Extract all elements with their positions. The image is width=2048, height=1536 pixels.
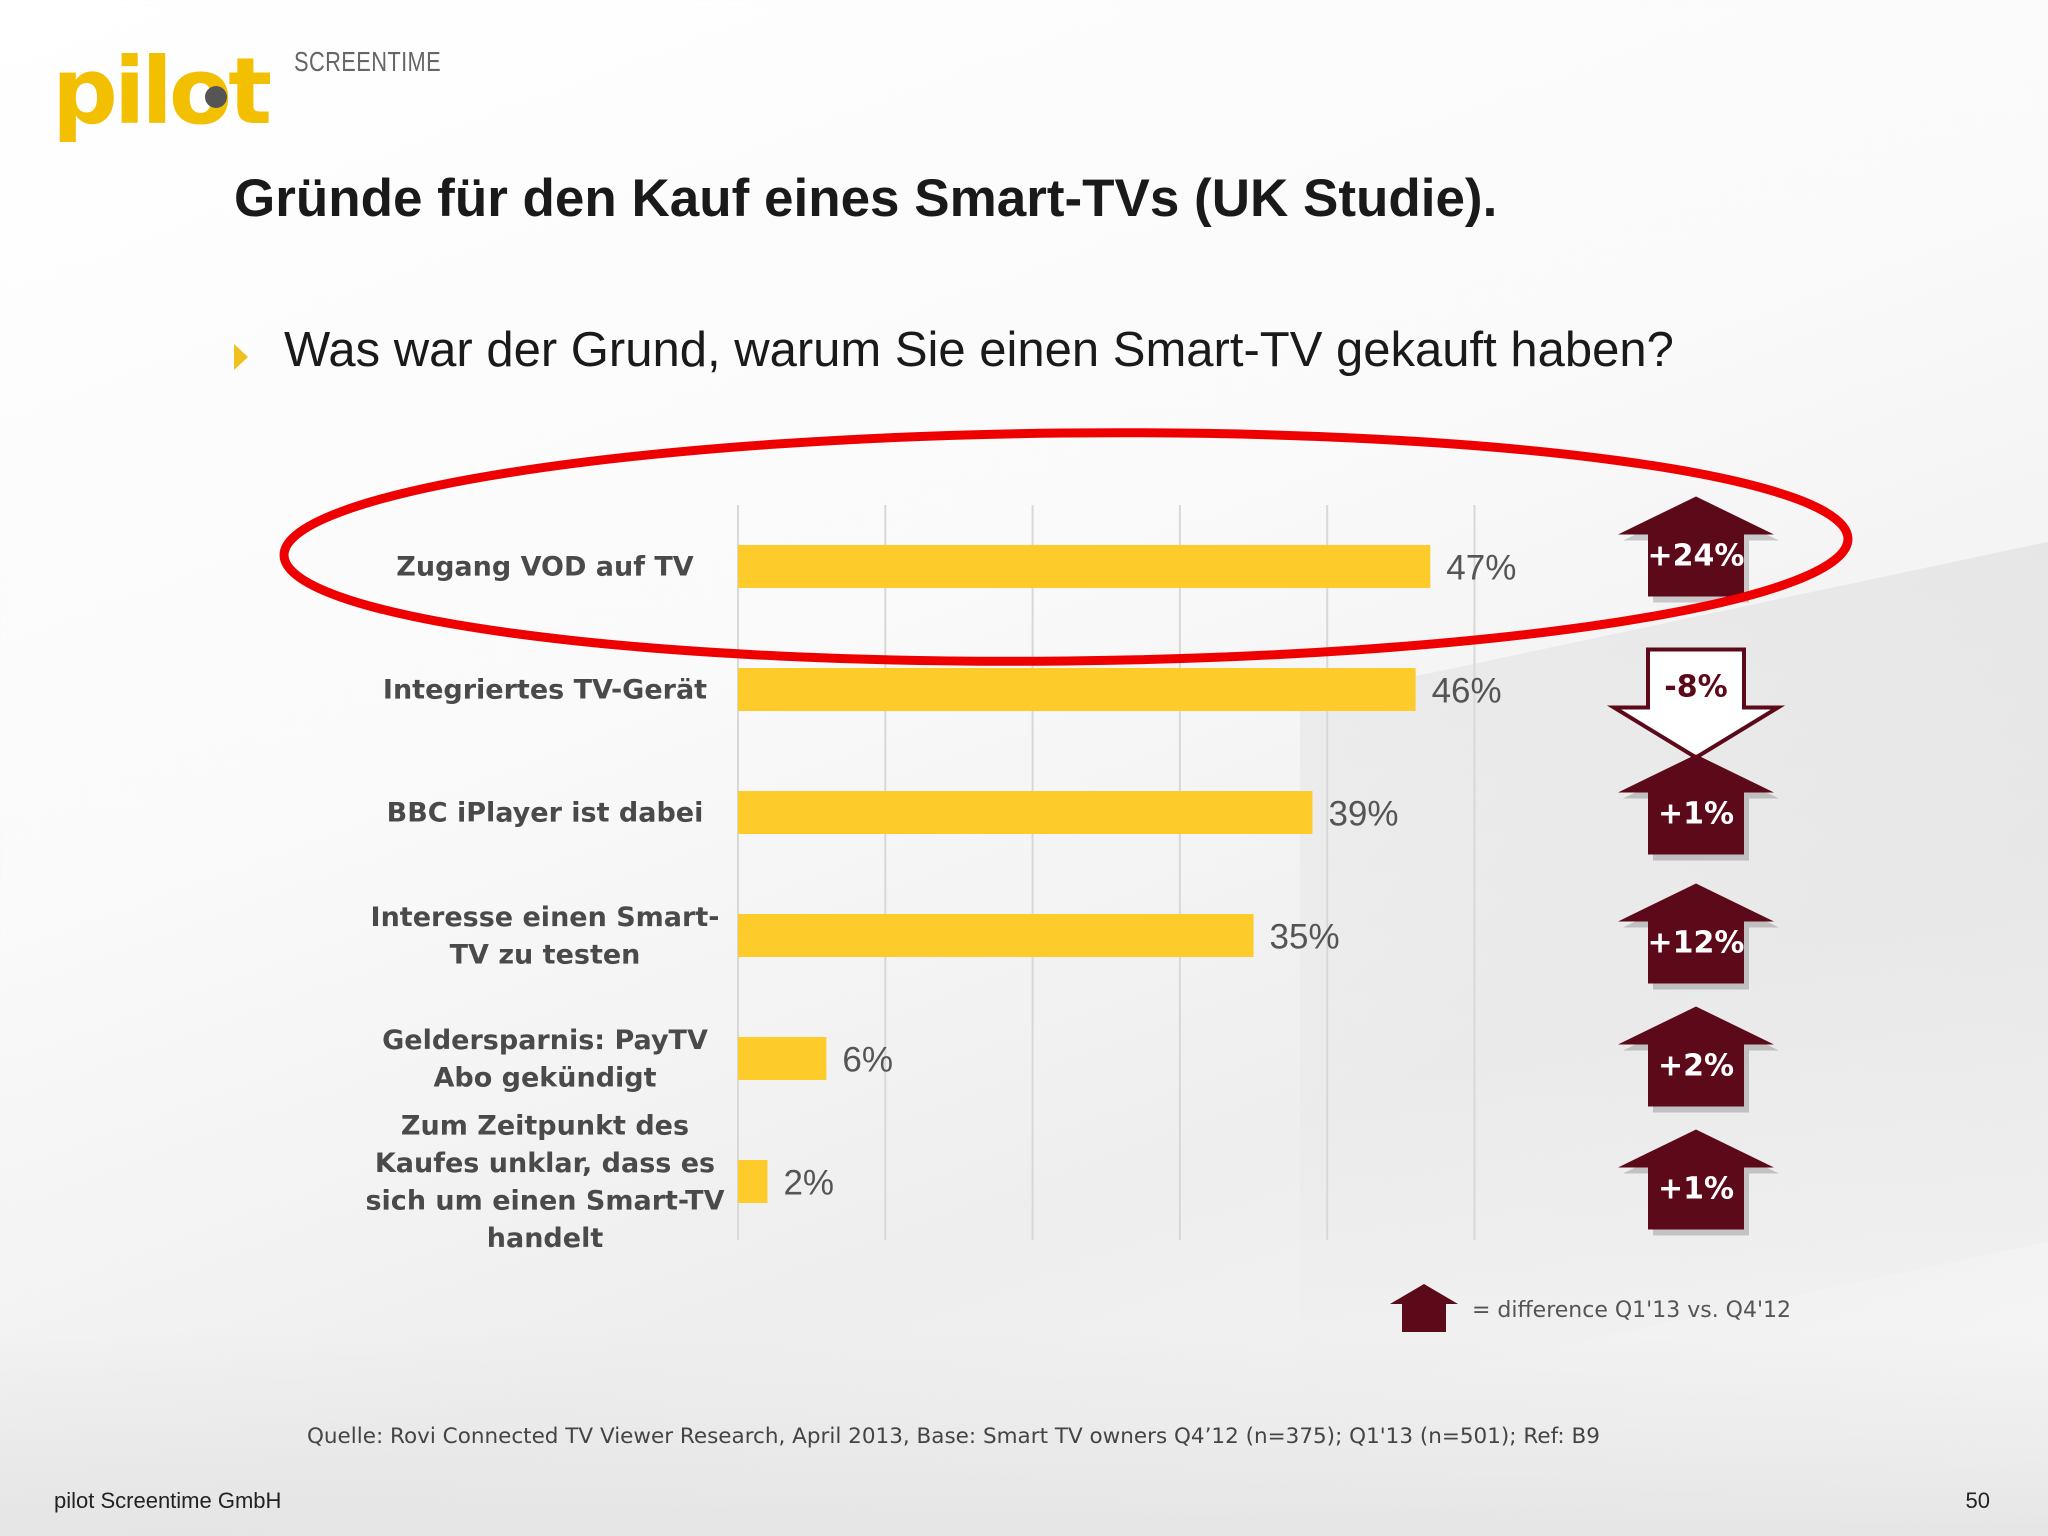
slide-title: Gründe für den Kauf eines Smart-TVs (UK … bbox=[234, 169, 1498, 228]
category-label: Zugang VOD auf TV bbox=[396, 552, 693, 583]
value-label: 39% bbox=[1328, 795, 1398, 834]
pilot-screentime-logo: pilot SCREENTIME bbox=[52, 38, 441, 145]
source-note: Quelle: Rovi Connected TV Viewer Researc… bbox=[307, 1424, 1600, 1449]
logo-subtitle: SCREENTIME bbox=[294, 46, 442, 77]
difference-label: +24% bbox=[1648, 539, 1745, 574]
logo-word: pilot bbox=[52, 38, 272, 145]
category-label: Kaufes unklar, dass es bbox=[375, 1148, 715, 1179]
footer-company: pilot Screentime GmbH bbox=[54, 1488, 282, 1513]
up-arrow-icon bbox=[1618, 754, 1774, 855]
category-label: Geldersparnis: PayTV bbox=[382, 1025, 708, 1056]
value-label: 35% bbox=[1270, 918, 1340, 957]
category-label: handelt bbox=[487, 1223, 604, 1254]
bar bbox=[738, 914, 1254, 957]
up-arrow-icon bbox=[1618, 1006, 1774, 1107]
difference-label: +1% bbox=[1658, 797, 1734, 832]
value-label: 6% bbox=[842, 1041, 893, 1080]
bar bbox=[738, 1160, 768, 1203]
up-arrow-icon bbox=[1618, 496, 1774, 597]
legend-text: = difference Q1'13 vs. Q4'12 bbox=[1472, 1298, 1792, 1323]
difference-label: +1% bbox=[1658, 1172, 1734, 1207]
category-label: Abo gekündigt bbox=[433, 1062, 656, 1093]
category-label: BBC iPlayer ist dabei bbox=[387, 798, 704, 829]
value-label: 2% bbox=[783, 1164, 834, 1203]
category-label: Interesse einen Smart- bbox=[371, 902, 720, 933]
up-arrow-icon bbox=[1618, 1129, 1774, 1230]
value-label: 47% bbox=[1446, 549, 1516, 588]
bar bbox=[738, 1037, 827, 1080]
bar bbox=[738, 668, 1416, 711]
category-label: Integriertes TV-Gerät bbox=[383, 675, 707, 706]
bar bbox=[738, 791, 1313, 834]
category-label: Zum Zeitpunkt des bbox=[401, 1110, 689, 1141]
category-label: TV zu testen bbox=[450, 939, 641, 970]
down-arrow-icon bbox=[1606, 647, 1786, 760]
logo-dot bbox=[205, 86, 227, 108]
difference-label: -8% bbox=[1664, 670, 1727, 705]
page-number: 50 bbox=[1965, 1488, 1990, 1513]
highlight-ellipse bbox=[279, 428, 1853, 666]
value-label: 46% bbox=[1432, 672, 1502, 711]
bullet-triangle-icon bbox=[234, 344, 248, 370]
difference-label: +2% bbox=[1658, 1049, 1734, 1084]
bar bbox=[738, 545, 1431, 588]
category-label: sich um einen Smart-TV bbox=[365, 1185, 724, 1216]
difference-label: +12% bbox=[1648, 926, 1745, 961]
up-arrow-icon bbox=[1618, 883, 1774, 984]
legend-arrow-icon bbox=[1390, 1284, 1458, 1332]
slide-question: Was war der Grund, warum Sie einen Smart… bbox=[284, 323, 1674, 377]
